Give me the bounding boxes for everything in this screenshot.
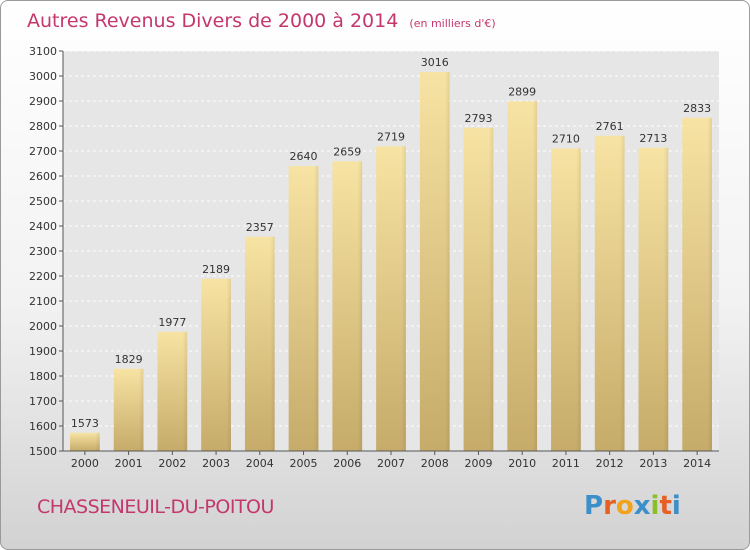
y-tick-label: 3000	[29, 70, 57, 83]
x-tick-label: 2010	[508, 457, 536, 470]
x-tick-label: 2005	[290, 457, 318, 470]
x-tick-label: 2004	[246, 457, 274, 470]
proxiti-logo[interactable]: Proxiti	[584, 491, 681, 521]
bar-value-label: 2899	[508, 85, 536, 98]
bar-shade	[594, 135, 625, 451]
y-tick-label: 1600	[29, 420, 57, 433]
bar-value-label: 1829	[115, 353, 143, 366]
title-row: Autres Revenus Divers de 2000 à 2014 (en…	[27, 10, 496, 32]
x-tick-label: 2001	[115, 457, 143, 470]
x-tick-label: 2014	[683, 457, 711, 470]
bar-shade	[463, 127, 494, 451]
logo-letter: i	[671, 491, 681, 521]
bar-shade	[332, 161, 363, 451]
x-tick-label: 2012	[596, 457, 624, 470]
y-tick-label: 2000	[29, 320, 57, 333]
y-tick-label: 2200	[29, 270, 57, 283]
value-labels: 1573 1829 1977 2189 2357 2640 2659 2719 3016 2793…	[71, 56, 711, 430]
bar-shade	[201, 278, 231, 451]
x-tick-label: 2013	[639, 457, 667, 470]
y-tick-label: 1800	[29, 370, 57, 383]
y-tick-label: 1900	[29, 345, 57, 358]
bar-value-label: 1977	[158, 316, 186, 329]
bar-value-label: 2357	[246, 221, 274, 234]
bar-value-label: 2710	[552, 133, 580, 146]
y-tick-label: 2500	[29, 195, 57, 208]
y-tick-label: 2100	[29, 295, 57, 308]
x-tick-label: 2007	[377, 457, 405, 470]
y-tick-label: 2700	[29, 145, 57, 158]
x-tick-label: 2000	[71, 457, 99, 470]
x-tick-label: 2002	[158, 457, 186, 470]
y-tick-label: 2800	[29, 120, 57, 133]
bar-shade	[113, 368, 144, 451]
x-tick-label: 2009	[464, 457, 492, 470]
logo-letter: P	[584, 491, 604, 521]
bar-shade	[638, 147, 669, 451]
x-axis: 2000 2001 2002 2003 2004 2005 2006 2007 2008 2009…	[63, 450, 719, 470]
bar-shade	[157, 331, 188, 451]
chart-subtitle: (en milliers d'€)	[409, 17, 496, 30]
x-tick-label: 2006	[333, 457, 361, 470]
x-tick-label: 2003	[202, 457, 230, 470]
y-axis: 1500 1600 1700 1800 1900 2000 2100 2200 2300 2400…	[29, 45, 64, 458]
y-tick-label: 2300	[29, 245, 57, 258]
logo-letter: x	[633, 491, 651, 521]
bar-value-label: 2640	[290, 150, 318, 163]
y-tick-label: 2900	[29, 95, 57, 108]
bar-value-label: 2713	[639, 132, 667, 145]
logo-letter: i	[650, 491, 660, 521]
bar-shade	[682, 117, 713, 451]
x-tick-label: 2008	[421, 457, 449, 470]
bar-value-label: 2719	[377, 130, 405, 143]
y-tick-label: 1500	[29, 445, 57, 458]
y-tick-label: 1700	[29, 395, 57, 408]
bar-value-label: 2189	[202, 263, 230, 276]
logo-letter: o	[615, 491, 634, 521]
logo-letter: r	[603, 491, 616, 521]
bar-shade	[376, 146, 406, 451]
bar-value-label: 2659	[333, 145, 361, 158]
bar-value-label: 2793	[464, 112, 492, 125]
bar-value-label: 3016	[421, 56, 449, 69]
bar-shade	[288, 166, 319, 451]
chart-title: Autres Revenus Divers de 2000 à 2014	[27, 10, 399, 32]
y-tick-label: 3100	[29, 45, 57, 58]
bar-shade	[507, 101, 538, 451]
bar-shade	[551, 148, 581, 451]
bar-shade	[69, 432, 100, 451]
bars	[69, 72, 713, 451]
y-tick-label: 2600	[29, 170, 57, 183]
bar-value-label: 1573	[71, 417, 99, 430]
bar-value-label: 2833	[683, 102, 711, 115]
bar-shade	[419, 72, 450, 451]
x-tick-label: 2011	[552, 457, 580, 470]
city-name: CHASSENEUIL-DU-POITOU	[37, 496, 274, 518]
logo-letter: t	[659, 491, 672, 521]
y-tick-label: 2400	[29, 220, 57, 233]
bar-shade	[244, 236, 275, 451]
bar-value-label: 2761	[596, 120, 624, 133]
